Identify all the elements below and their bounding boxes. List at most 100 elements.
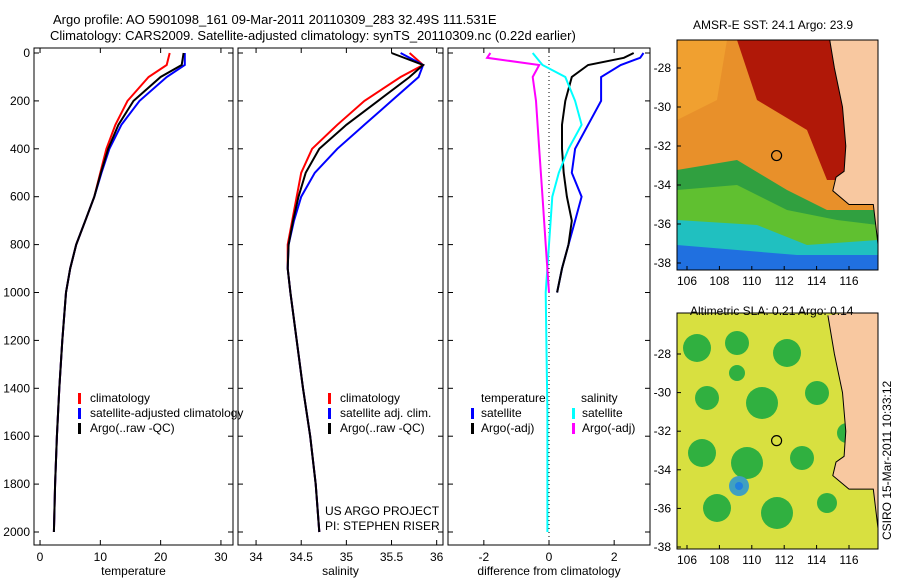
series-line-climatology (286, 52, 425, 533)
x-axis-label: difference from climatology (477, 564, 620, 578)
legend-swatch (328, 408, 331, 419)
series-line-salinity-argo-adj- (485, 52, 550, 293)
legend-header: salinity (581, 391, 618, 405)
legend-label: satellite-adjusted climatology (90, 406, 243, 420)
lon-tick-label: 108 (709, 274, 729, 288)
lat-tick-label: -38 (654, 540, 672, 554)
sla-low-blob (729, 365, 745, 381)
x-tick-label: 35 (340, 550, 354, 564)
lat-tick-label: -32 (654, 139, 672, 153)
lon-tick-label: 110 (742, 553, 761, 567)
series-line-argo-raw-qc- (52, 52, 185, 533)
sla-eddy-core (735, 482, 743, 490)
sla-low-blob (695, 386, 719, 410)
lat-tick-label: -34 (654, 178, 672, 192)
map-content (677, 40, 878, 270)
project-label: US ARGO PROJECT (325, 504, 440, 518)
sla-low-blob (805, 381, 829, 405)
x-tick-label: 0 (37, 550, 44, 564)
sla-low-blob (790, 446, 814, 470)
sst-map-title: AMSR-E SST: 24.1 Argo: 23.9 (693, 18, 854, 32)
lat-tick-label: -30 (654, 100, 672, 114)
x-tick-label: 35.5 (380, 550, 404, 564)
y-tick-label: 0 (23, 46, 30, 60)
lon-tick-label: 106 (677, 553, 697, 567)
legend-label: climatology (340, 391, 400, 405)
x-tick-label: 30 (214, 550, 228, 564)
x-axis-label: salinity (322, 564, 359, 578)
y-tick-label: 1000 (3, 286, 30, 300)
sla-low-blob (703, 494, 731, 522)
legend-label: Argo(..raw -QC) (340, 421, 425, 435)
series-line-salinity-satellite (531, 52, 583, 532)
y-tick-label: 1800 (3, 477, 30, 491)
x-tick-label: 34.5 (290, 550, 314, 564)
series-line-temperature-argo-adj- (556, 52, 635, 293)
legend-label: Argo(-adj) (481, 421, 534, 435)
lat-tick-label: -28 (654, 61, 672, 75)
x-tick-label: 34 (249, 550, 263, 564)
land (827, 313, 878, 529)
map-frame (676, 39, 879, 271)
sla-low-blob (731, 447, 763, 479)
legend-swatch (328, 423, 331, 434)
y-tick-label: 1400 (3, 381, 30, 395)
lon-tick-label: 112 (775, 553, 794, 567)
title-line-1: Argo profile: AO 5901098_161 09-Mar-2011… (53, 12, 497, 27)
lon-tick-label: 116 (839, 553, 858, 567)
lat-tick-label: -28 (654, 347, 672, 361)
legend-header: temperature (481, 391, 546, 405)
lat-tick-label: -36 (654, 501, 672, 515)
title-line-2: Climatology: CARS2009. Satellite-adjuste… (50, 28, 576, 43)
y-tick-label: 1600 (3, 429, 30, 443)
legend-swatch (78, 408, 81, 419)
y-tick-label: 2000 (3, 525, 30, 539)
plot-frame-0 (33, 47, 234, 546)
x-tick-label: 10 (94, 550, 108, 564)
lon-tick-label: 106 (677, 274, 697, 288)
x-tick-label: 0 (546, 550, 553, 564)
lat-tick-label: -30 (654, 386, 672, 400)
land (829, 40, 878, 245)
legend-label: satellite (582, 406, 623, 420)
legend-label: satellite (481, 406, 522, 420)
sla-low-blob (683, 334, 711, 362)
legend-swatch (572, 423, 575, 434)
sla-low-blob (746, 387, 778, 419)
sla-low-blob (817, 493, 837, 513)
legend-swatch (328, 393, 331, 404)
x-tick-label: 20 (154, 550, 168, 564)
float-location-marker (770, 435, 783, 447)
legend-label: Argo(-adj) (582, 421, 635, 435)
sst-map (676, 39, 879, 271)
lon-tick-label: 114 (807, 553, 826, 567)
lat-tick-label: -34 (654, 463, 672, 477)
legend-label: Argo(..raw -QC) (90, 421, 175, 435)
lon-tick-label: 108 (709, 553, 729, 567)
y-tick-label: 600 (10, 190, 30, 204)
coastline (827, 315, 878, 533)
y-tick-label: 800 (10, 238, 30, 252)
sla-low-blob (725, 331, 749, 355)
lon-tick-label: 114 (807, 274, 826, 288)
legend-label: satellite adj. clim. (340, 406, 431, 420)
legend-swatch (471, 408, 474, 419)
lon-tick-label: 110 (742, 274, 761, 288)
x-axis-label: temperature (101, 564, 166, 578)
lat-tick-label: -36 (654, 217, 672, 231)
x-tick-label: 36 (430, 550, 444, 564)
coastline (829, 40, 878, 249)
map-content (677, 313, 878, 549)
sst-warm-patch (677, 40, 727, 120)
lon-tick-label: 116 (839, 274, 858, 288)
legend-swatch (572, 408, 575, 419)
pi-label: PI: STEPHEN RISER (325, 519, 440, 533)
legend-swatch (78, 423, 81, 434)
sla-low-blob (688, 439, 716, 467)
sla-low-blob (761, 497, 793, 529)
plot-frame-1 (237, 47, 444, 546)
legend-swatch (78, 393, 81, 404)
series-line-satellite-adj-clim- (286, 52, 425, 533)
x-tick-label: -2 (479, 550, 490, 564)
